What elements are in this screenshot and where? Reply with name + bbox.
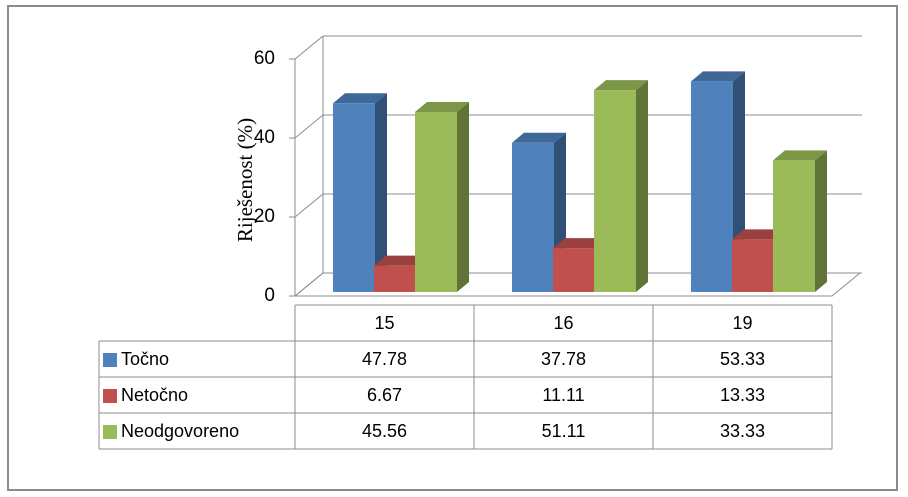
data-value: 11.11 — [542, 385, 584, 405]
bar-2-1 — [594, 80, 648, 292]
data-value: 37.78 — [541, 349, 586, 369]
bar-front — [333, 103, 375, 292]
y-tick-label: 60 — [254, 48, 275, 69]
axis-layer: 0 20 40 60 — [254, 48, 296, 306]
y-tick-label: 40 — [254, 127, 275, 148]
bar-top — [333, 93, 387, 104]
bar-side — [636, 80, 648, 292]
bar-front — [773, 160, 815, 292]
bars-layer — [333, 71, 827, 293]
legend-key — [103, 389, 117, 403]
series-name: Neodgovoreno — [121, 421, 239, 441]
gridline-side — [294, 114, 324, 139]
bar-top — [732, 229, 786, 240]
data-value: 45.56 — [362, 421, 407, 441]
bar-front — [512, 142, 554, 292]
bar-front — [691, 81, 733, 292]
bar-side — [375, 93, 387, 292]
category-label: 16 — [553, 313, 573, 333]
gridline-side — [294, 35, 324, 60]
bar-front — [553, 248, 595, 292]
gridline-side — [294, 193, 324, 218]
y-tick-label: 0 — [264, 285, 275, 306]
bar-2-0 — [415, 102, 469, 293]
bar-top — [594, 80, 648, 91]
data-value: 53.33 — [720, 349, 765, 369]
bar-top — [553, 238, 607, 249]
data-value: 6.67 — [367, 385, 402, 405]
y-axis-label: Riješenost (%) — [233, 118, 257, 242]
bar-top — [512, 132, 566, 143]
bar-0-0 — [333, 93, 387, 292]
bar-top — [691, 71, 745, 82]
data-value: 47.78 — [362, 349, 407, 369]
category-label: 15 — [374, 313, 394, 333]
data-table: 15 16 19 Točno 47.78 37.78 53.33 Netočno 6.67 11.… — [98, 304, 833, 450]
bar-front — [594, 90, 636, 292]
data-value: 13.33 — [720, 385, 765, 405]
bar-front — [732, 239, 774, 292]
chart-floor — [293, 272, 862, 297]
series-name: Točno — [121, 349, 169, 369]
legend-key — [103, 353, 117, 367]
legend-key — [103, 425, 117, 439]
bar-2-2 — [773, 150, 827, 292]
bar-side — [815, 150, 827, 292]
data-value: 51.11 — [542, 421, 586, 441]
bar-top — [415, 102, 469, 113]
bar-top — [374, 255, 428, 266]
category-label: 19 — [732, 313, 752, 333]
data-value: 33.33 — [720, 421, 765, 441]
bar-front — [374, 265, 416, 292]
y-tick-label: 20 — [254, 206, 275, 227]
bar-side — [457, 102, 469, 293]
series-name: Netočno — [121, 385, 188, 405]
bar-front — [415, 112, 457, 293]
bar-top — [773, 150, 827, 161]
